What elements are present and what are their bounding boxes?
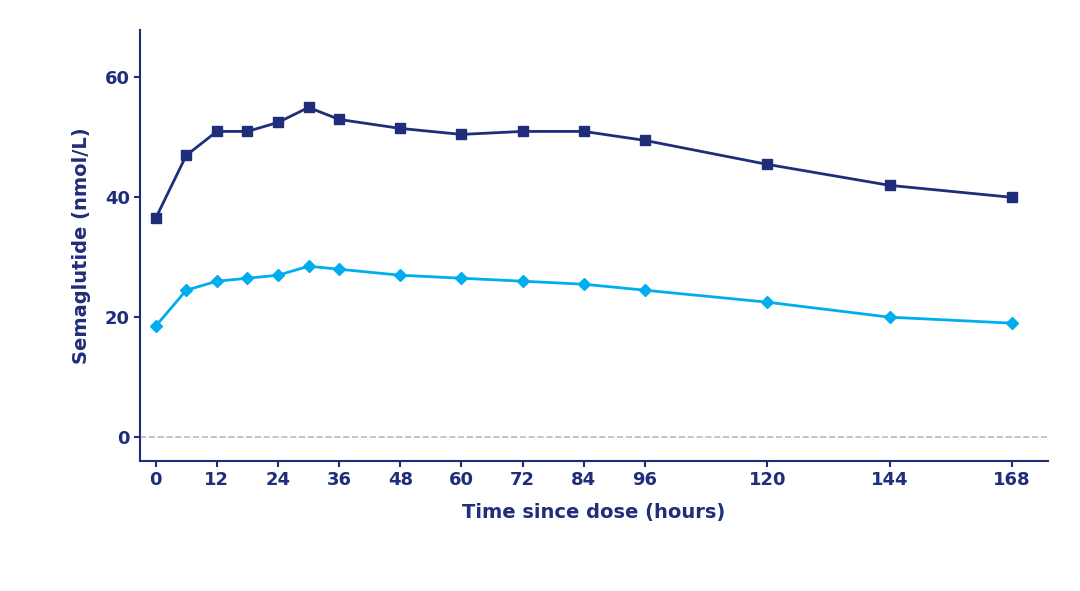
Y-axis label: Semaglutide (nmol/L): Semaglutide (nmol/L) [72, 127, 91, 363]
Legend: Semaglutide 0.5 mg, Semaglutide 1.0 mg, LLOQ: Semaglutide 0.5 mg, Semaglutide 1.0 mg, … [213, 583, 849, 591]
X-axis label: Time since dose (hours): Time since dose (hours) [462, 504, 726, 522]
